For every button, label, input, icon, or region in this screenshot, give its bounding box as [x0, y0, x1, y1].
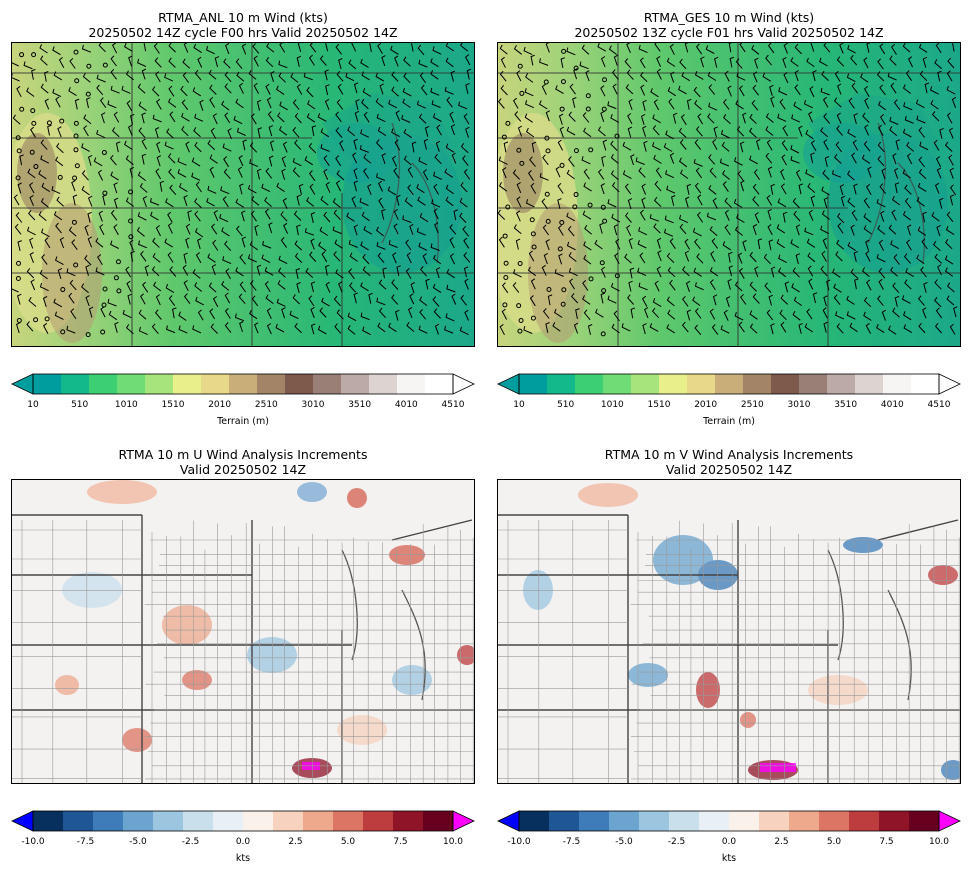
terrain-tick-label: 10	[27, 400, 39, 410]
increment-tick-label: 2.5	[774, 837, 789, 847]
increment-tick-label: -5.0	[615, 837, 633, 847]
increment-tick-label: -10.0	[507, 837, 531, 847]
terrain-tick-label: 10	[513, 400, 525, 410]
ges-terrain-colorbar-label: Terrain (m)	[703, 416, 755, 427]
increment-tick-label: 0.0	[235, 837, 251, 847]
v-inc-title-line2: Valid 20250502 14Z	[665, 462, 793, 477]
u-increment-map	[11, 479, 475, 784]
u-inc-title: RTMA 10 m U Wind Analysis Increments Val…	[11, 447, 475, 477]
terrain-tick-label: 4010	[394, 400, 418, 410]
terrain-tick-label: 1510	[161, 400, 185, 410]
v-inc-colorbar	[497, 810, 961, 832]
terrain-tick-label: 2010	[694, 400, 718, 410]
ges-wind-terrain-map	[497, 42, 961, 347]
u-inc-title-line2: Valid 20250502 14Z	[179, 462, 307, 477]
increment-tick-label: -7.5	[562, 837, 581, 847]
v-increment-map	[497, 479, 961, 784]
terrain-tick-label: 4510	[927, 400, 951, 410]
increment-tick-label: 7.5	[879, 837, 894, 847]
increment-tick-label: -7.5	[76, 837, 95, 847]
increment-tick-label: 2.5	[288, 837, 303, 847]
ges-title-line2: 20250502 13Z cycle F01 hrs Valid 2025050…	[574, 25, 884, 40]
terrain-tick-label: 510	[71, 400, 89, 410]
terrain-tick-label: 1010	[114, 400, 138, 410]
terrain-tick-label: 2510	[254, 400, 278, 410]
terrain-tick-label: 1510	[647, 400, 671, 410]
u-inc-colorbar-label: kts	[235, 853, 251, 864]
terrain-tick-label: 3010	[301, 400, 325, 410]
increment-tick-label: -2.5	[181, 837, 200, 847]
u-inc-title-line1: RTMA 10 m U Wind Analysis Increments	[118, 447, 368, 462]
anl-title-line1: RTMA_ANL 10 m Wind (kts)	[158, 10, 328, 25]
increment-tick-label: 10.0	[442, 837, 464, 847]
v-inc-title-line1: RTMA 10 m V Wind Analysis Increments	[604, 447, 854, 462]
increment-tick-label: -5.0	[129, 837, 147, 847]
terrain-tick-label: 4010	[880, 400, 904, 410]
anl-title: RTMA_ANL 10 m Wind (kts) 20250502 14Z cy…	[11, 10, 475, 40]
terrain-tick-label: 1010	[600, 400, 624, 410]
increment-tick-label: 7.5	[393, 837, 408, 847]
terrain-tick-label: 4510	[441, 400, 465, 410]
increment-tick-label: -10.0	[21, 837, 45, 847]
anl-title-line2: 20250502 14Z cycle F00 hrs Valid 2025050…	[88, 25, 398, 40]
anl-terrain-colorbar-label: Terrain (m)	[217, 416, 269, 427]
anl-wind-terrain-map	[11, 42, 475, 347]
increment-tick-label: 5.0	[340, 837, 356, 847]
v-inc-title: RTMA 10 m V Wind Analysis Increments Val…	[497, 447, 961, 477]
increment-tick-label: 0.0	[721, 837, 737, 847]
terrain-tick-label: 2510	[740, 400, 764, 410]
terrain-tick-label: 3510	[834, 400, 858, 410]
increment-tick-label: -2.5	[667, 837, 686, 847]
terrain-tick-label: 3010	[787, 400, 811, 410]
v-inc-colorbar-label: kts	[721, 853, 737, 864]
increment-tick-label: 5.0	[826, 837, 842, 847]
anl-terrain-colorbar	[11, 373, 475, 395]
ges-title: RTMA_GES 10 m Wind (kts) 20250502 13Z cy…	[497, 10, 961, 40]
ges-title-line1: RTMA_GES 10 m Wind (kts)	[643, 10, 815, 25]
terrain-tick-label: 2010	[208, 400, 232, 410]
terrain-tick-label: 510	[557, 400, 575, 410]
increment-tick-label: 10.0	[928, 837, 950, 847]
u-inc-colorbar	[11, 810, 475, 832]
ges-terrain-colorbar	[497, 373, 961, 395]
terrain-tick-label: 3510	[348, 400, 372, 410]
